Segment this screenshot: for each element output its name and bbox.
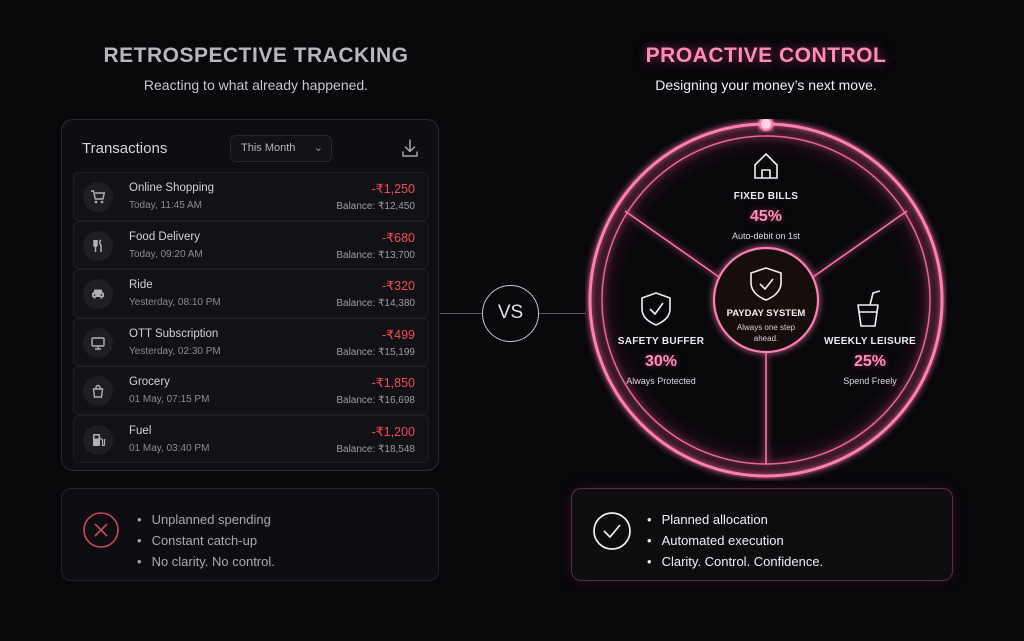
vs-badge: VS [482, 285, 539, 342]
cons-item: No clarity. No control. [137, 551, 275, 572]
center-desc-line2: ahead. [753, 334, 779, 343]
transaction-amount: -₹1,250 [371, 182, 415, 196]
transaction-row[interactable]: Ride Yesterday, 08:10 PM -₹320 Balance: … [73, 269, 429, 318]
transaction-row[interactable]: Grocery 01 May, 07:15 PM -₹1,850 Balance… [73, 366, 429, 415]
retrospective-subtitle: Reacting to what already happened. [143, 77, 369, 93]
transaction-balance: Balance: ₹16,698 [336, 395, 415, 406]
download-icon[interactable] [400, 137, 420, 159]
segment-title: SAFETY BUFFER [617, 336, 705, 347]
pros-box: Planned allocation Automated execution C… [571, 488, 953, 581]
cup-icon [857, 290, 881, 327]
cons-item: Constant catch-up [137, 530, 275, 551]
transactions-title: Transactions [82, 140, 168, 157]
pros-item: Clarity. Control. Confidence. [647, 551, 824, 572]
month-filter-dropdown[interactable]: This Month ⌄ [230, 135, 332, 162]
segment-fixed-bills: FIXED BILLS 45% Auto-debit on 1st [716, 191, 816, 241]
pros-list: Planned allocation Automated execution C… [647, 509, 824, 572]
transaction-name: Online Shopping [129, 182, 215, 194]
segment-title: FIXED BILLS [733, 191, 799, 202]
ring-marker [759, 119, 773, 131]
cart-icon [83, 182, 113, 212]
divider-upper-left [624, 210, 720, 278]
x-circle-icon [83, 512, 119, 548]
retrospective-title: RETROSPECTIVE TRACKING [103, 44, 409, 67]
check-circle-icon [593, 512, 631, 550]
fuel-icon [83, 424, 113, 455]
transaction-time: Yesterday, 02:30 PM [129, 345, 221, 357]
proactive-subtitle: Designing your money’s next move. [655, 77, 877, 93]
proactive-title: PROACTIVE CONTROL [645, 44, 887, 67]
transaction-time: 01 May, 07:15 PM [129, 394, 210, 405]
transaction-balance: Balance: ₹13,700 [336, 249, 415, 261]
pros-item: Automated execution [647, 530, 823, 551]
transaction-name: Fuel [129, 424, 152, 437]
car-icon [83, 279, 113, 309]
transaction-time: 01 May, 03:40 PM [129, 442, 210, 454]
segment-percent: 25% [853, 353, 887, 370]
cons-box: Unplanned spending Constant catch-up No … [61, 488, 439, 581]
transaction-amount: -₹1,850 [371, 376, 415, 390]
transaction-time: Today, 11:45 AM [129, 200, 203, 211]
transaction-row[interactable]: Fuel 01 May, 03:40 PM -₹1,200 Balance: ₹… [73, 414, 429, 463]
center-desc: Always one step ahead. [716, 322, 816, 344]
transactions-panel: Transactions This Month ⌄ Online Shoppin… [61, 119, 439, 471]
cons-item: Unplanned spending [137, 509, 275, 530]
transaction-balance: Balance: ₹15,199 [336, 346, 415, 358]
segment-percent: 30% [644, 353, 678, 370]
connector-line-right [539, 313, 586, 314]
segment-percent: 45% [749, 208, 783, 225]
bag-icon [83, 376, 113, 406]
transaction-name: Food Delivery [129, 230, 200, 243]
filter-label: This Month [241, 142, 296, 154]
transaction-list: Online Shopping Today, 11:45 AM -₹1,250 … [73, 172, 429, 463]
center-desc-line1: Always one step [736, 323, 796, 332]
transaction-time: Today, 09:20 AM [129, 248, 203, 260]
transaction-balance: Balance: ₹12,450 [336, 201, 415, 212]
proactive-header: PROACTIVE CONTROL Designing your money’s… [570, 44, 962, 93]
transaction-time: Yesterday, 08:10 PM [129, 297, 221, 308]
segment-desc: Spend Freely [843, 376, 897, 386]
shield-check-icon [750, 267, 782, 301]
segment-title: WEEKLY LEISURE [824, 336, 916, 347]
pros-item: Planned allocation [647, 509, 823, 530]
chevron-down-icon: ⌄ [313, 142, 323, 154]
transaction-row[interactable]: Online Shopping Today, 11:45 AM -₹1,250 … [73, 172, 429, 221]
transaction-balance: Balance: ₹18,548 [336, 443, 415, 455]
payday-system-label: PAYDAY SYSTEM Always one step ahead. [716, 308, 816, 344]
retrospective-header: RETROSPECTIVE TRACKING Reacting to what … [60, 44, 452, 93]
connector-line-left [440, 313, 482, 314]
transaction-amount: -₹320 [382, 279, 415, 293]
monitor-icon [83, 327, 113, 358]
segment-desc: Always Protected [626, 376, 696, 386]
center-title: PAYDAY SYSTEM [726, 308, 806, 319]
transaction-amount: -₹680 [382, 230, 415, 245]
transaction-amount: -₹499 [382, 327, 415, 342]
segment-desc: Auto-debit on 1st [731, 231, 801, 241]
transaction-row[interactable]: OTT Subscription Yesterday, 02:30 PM -₹4… [73, 317, 429, 366]
cutlery-icon [83, 230, 113, 261]
transaction-name: OTT Subscription [129, 327, 219, 340]
payday-system-diagram: FIXED BILLS 45% Auto-debit on 1st SAFETY… [585, 119, 947, 481]
transaction-name: Grocery [129, 376, 170, 388]
shield-check-icon [641, 292, 671, 326]
transaction-amount: -₹1,200 [371, 424, 415, 439]
segment-safety-buffer: SAFETY BUFFER 30% Always Protected [611, 336, 711, 386]
transaction-balance: Balance: ₹14,380 [336, 298, 415, 309]
transaction-row[interactable]: Food Delivery Today, 09:20 AM -₹680 Bala… [73, 220, 429, 269]
house-icon [754, 153, 778, 179]
transaction-name: Ride [129, 279, 153, 291]
segment-weekly-leisure: WEEKLY LEISURE 25% Spend Freely [820, 336, 920, 386]
divider-upper-right [812, 210, 908, 278]
cons-list: Unplanned spending Constant catch-up No … [137, 509, 275, 572]
